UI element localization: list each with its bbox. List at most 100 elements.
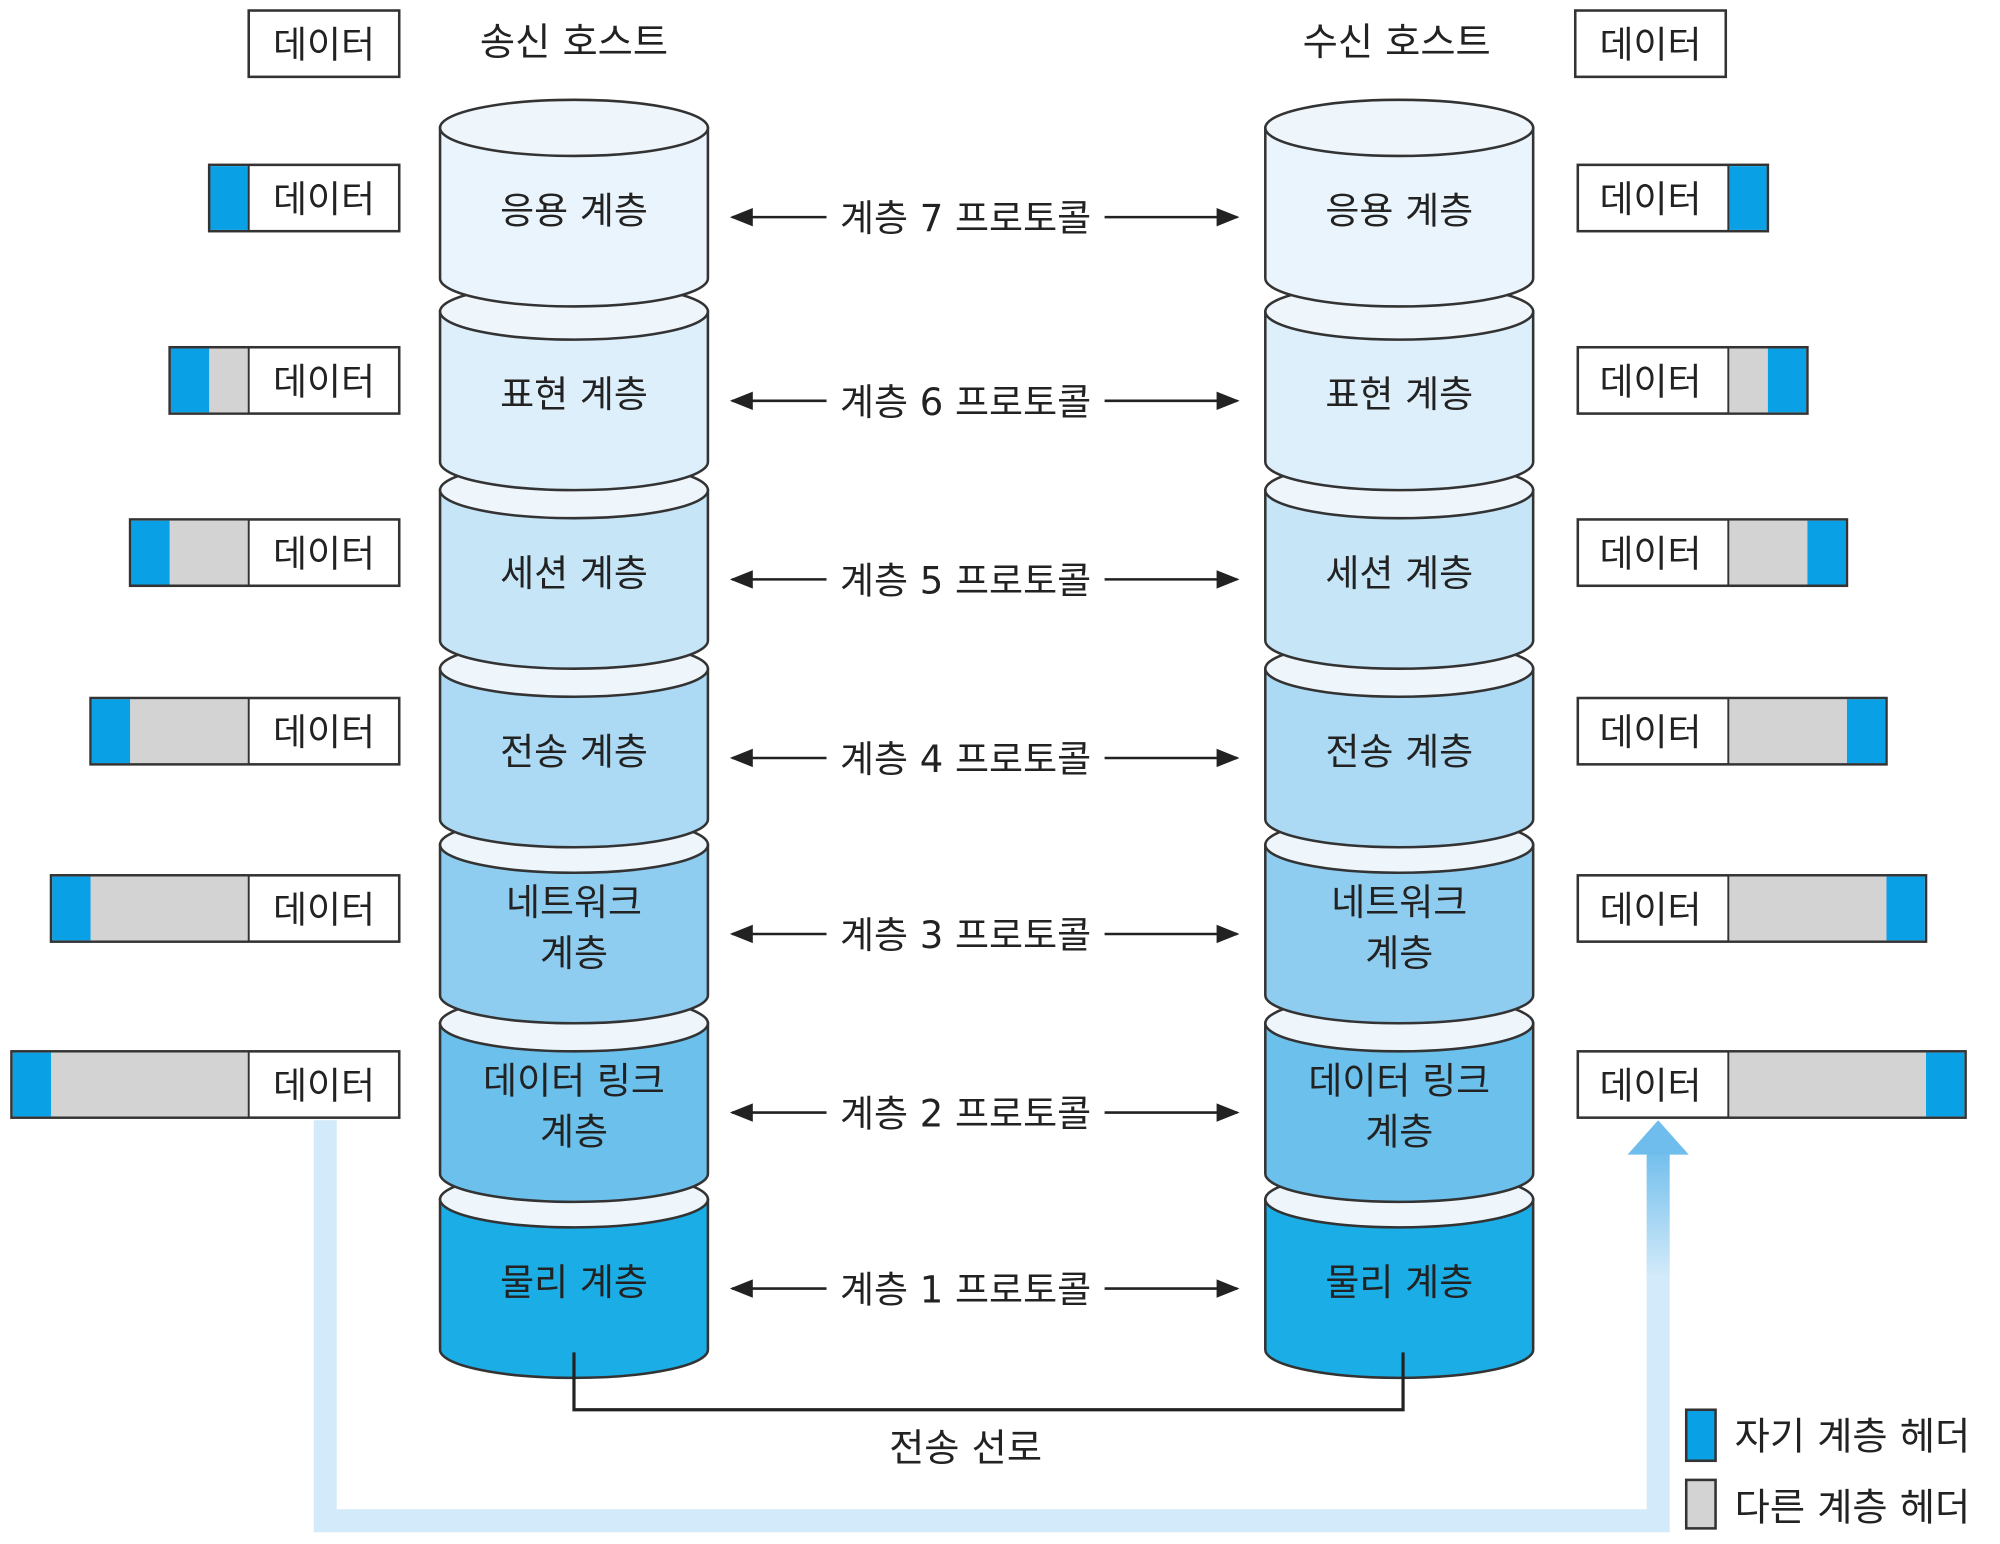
data-label: 데이터 [1599, 1065, 1701, 1108]
protocol-label-3: 계층 3 프로토콜 [840, 914, 1091, 957]
sender-layer-6: 표현 계층 [438, 282, 710, 492]
layer-name: 물리 계층 [1325, 1261, 1473, 1304]
receiver-pdu-layer-7 [1576, 163, 1770, 233]
data-label: 데이터 [273, 711, 375, 754]
receiver-data-box [1573, 9, 1728, 79]
data-flow-path [313, 1120, 1689, 1533]
own-layer-header [1807, 520, 1846, 585]
own-layer-header [1767, 348, 1807, 413]
cylinder-body [438, 667, 710, 849]
cylinder-top [1264, 98, 1535, 158]
data-label: 데이터 [1599, 24, 1701, 67]
data-label: 데이터 [1599, 360, 1701, 403]
data-label: 데이터 [273, 1065, 375, 1108]
cylinder-body [1264, 488, 1535, 670]
sender-layer-5: 세션 계층 [438, 460, 710, 670]
layer-name: 표현 계층 [1325, 373, 1473, 416]
own-layer-header [1886, 876, 1925, 941]
other-layer-header [90, 876, 249, 941]
sender-layer-7: 응용 계층 [438, 98, 710, 308]
other-layer-header [1728, 699, 1847, 764]
receiver-layer-6: 표현 계층 [1264, 282, 1535, 492]
data-label: 데이터 [1599, 533, 1701, 576]
sender-pdu-layer-5 [128, 518, 401, 588]
layer-name: 응용 계층 [500, 190, 648, 233]
data-label: 데이터 [273, 533, 375, 576]
layer-name: 계층 [1365, 932, 1433, 975]
own-layer-header [210, 166, 249, 230]
other-layer-header [1728, 876, 1887, 941]
own-layer-header [1728, 166, 1767, 230]
other-layer-header [1728, 348, 1768, 413]
cylinder-body [438, 1022, 710, 1204]
cylinder-body [1264, 667, 1535, 849]
data-flow-line [313, 1120, 1670, 1533]
protocol-label-1: 계층 1 프로토콜 [840, 1269, 1091, 1312]
receiver-host-title: 수신 호스트 [1303, 20, 1491, 65]
legend-other-header-label: 다른 계층 헤더 [1735, 1486, 1970, 1531]
layer-name: 전송 계층 [500, 730, 648, 773]
layer-name: 계층 [540, 932, 608, 975]
layer-name: 데이터 링크 [483, 1059, 665, 1102]
layer-name: 데이터 링크 [1308, 1059, 1490, 1102]
own-layer-header [1926, 1052, 1965, 1117]
own-layer-header [52, 876, 91, 941]
layer-name: 세션 계층 [500, 552, 648, 595]
cylinder-body [1264, 126, 1535, 308]
receiver-layer-7: 응용 계층 [1264, 98, 1535, 308]
other-layer-header [1728, 520, 1808, 585]
other-layer-header [209, 348, 249, 413]
receiver-pdu-layer-3 [1576, 874, 1928, 943]
cylinder-body [438, 1198, 710, 1380]
own-layer-header [1846, 699, 1886, 764]
own-layer-header [91, 699, 131, 764]
layer-name: 물리 계층 [500, 1261, 648, 1304]
cylinder-body [438, 126, 710, 308]
protocol-label-2: 계층 2 프로토콜 [840, 1093, 1091, 1136]
sender-pdu-layer-2 [10, 1050, 401, 1119]
protocol-label-6: 계층 6 프로토콜 [840, 381, 1091, 424]
layer-name: 응용 계층 [1325, 190, 1473, 233]
data-label: 데이터 [273, 360, 375, 403]
data-label: 데이터 [1599, 889, 1701, 932]
other-layer-header [1728, 1052, 1927, 1117]
protocol-label-4: 계층 4 프로토콜 [840, 738, 1091, 781]
receiver-layer-4: 전송 계층 [1264, 639, 1535, 849]
receiver-layer-5: 세션 계층 [1264, 460, 1535, 670]
cylinder-body [1264, 843, 1535, 1025]
other-layer-header [51, 1052, 249, 1117]
transmission-line [572, 1352, 1405, 1412]
layer-name: 계층 [1365, 1110, 1433, 1153]
receiver-pdu-layer-4 [1576, 696, 1888, 766]
data-flow-arrow-head [1627, 1120, 1689, 1155]
data-label: 데이터 [273, 889, 375, 932]
legend-own-header-swatch [1684, 1408, 1717, 1463]
layer-name: 계층 [540, 1110, 608, 1153]
own-layer-header [12, 1052, 52, 1117]
data-label: 데이터 [1599, 711, 1701, 754]
data-label: 데이터 [273, 178, 375, 221]
sender-pdu-layer-3 [49, 874, 401, 943]
data-flow-arrow-shaft [1646, 1148, 1670, 1276]
other-layer-header [130, 699, 249, 764]
sender-layer-4: 전송 계층 [438, 639, 710, 849]
own-layer-header [131, 520, 170, 585]
sender-pdu-layer-4 [89, 696, 401, 766]
cylinder-body [438, 843, 710, 1025]
receiver-pdu-layer-6 [1576, 345, 1809, 415]
cylinder-body [438, 310, 710, 492]
layer-name: 전송 계층 [1325, 730, 1473, 773]
other-layer-header [169, 520, 249, 585]
data-label: 데이터 [1599, 178, 1701, 221]
sender-pdu-layer-7 [207, 163, 401, 233]
sender-data-box [247, 9, 401, 79]
layer-name: 네트워크 [506, 881, 642, 924]
cylinder-body [438, 488, 710, 670]
layer-name: 표현 계층 [500, 373, 648, 416]
